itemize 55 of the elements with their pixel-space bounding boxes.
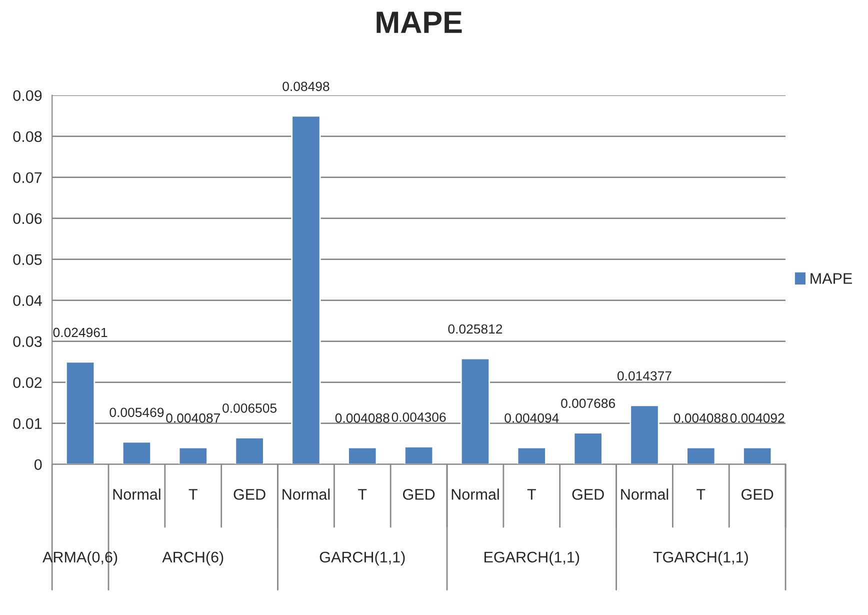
text: EGARCH(1,1)	[484, 551, 580, 566]
x-tick-label: GED	[742, 488, 774, 500]
bar	[686, 446, 716, 464]
text: ARMA(0,6)	[42, 551, 118, 566]
y-tick-label: 0.07	[13, 172, 42, 184]
x-tick-label: T	[527, 489, 536, 500]
data-label: 0.004088	[335, 413, 390, 423]
bar	[573, 432, 603, 464]
data-label: 0.025812	[448, 324, 502, 334]
y-tick-label: 0.03	[13, 336, 42, 348]
bar	[404, 446, 434, 464]
data-label: 0.004306	[392, 412, 446, 422]
y-tick-label: 0.01	[13, 418, 42, 430]
x-tick-label: Normal	[282, 488, 330, 500]
x-tick-label: Normal	[621, 488, 668, 500]
y-tick-label: 0.09	[13, 90, 42, 102]
bar	[291, 115, 321, 464]
bar	[234, 436, 264, 464]
legend-label: MAPE	[810, 273, 852, 284]
data-label: 0.004088	[674, 413, 728, 423]
data-label: 0.024961	[53, 328, 108, 338]
x-tick-label: GED	[572, 488, 604, 500]
data-label: 0.005469	[110, 408, 164, 418]
bar	[742, 446, 772, 464]
x-tick-label: T	[188, 489, 198, 500]
x-tick-label: Normal	[452, 488, 499, 500]
bar	[178, 446, 208, 464]
bar	[516, 446, 546, 464]
data-label: 0.006505	[222, 403, 277, 413]
bar	[348, 446, 378, 464]
data-label: 0.08498	[282, 82, 330, 92]
chart-title: MAPE	[376, 12, 462, 33]
x-tick-label: Normal	[113, 488, 160, 500]
text: ARCH(6)	[162, 551, 224, 566]
data-label: 0.004087	[166, 413, 220, 423]
data-label: 0.004092	[730, 413, 784, 423]
bar	[122, 441, 152, 464]
bar	[630, 404, 660, 464]
y-tick-label: 0.02	[13, 377, 42, 388]
x-tick-label: T	[696, 489, 706, 500]
data-label: 0.007686	[561, 398, 616, 408]
y-tick-label: 0.06	[13, 213, 42, 224]
y-tick-label: 0.08	[13, 131, 42, 142]
y-tick-label: 0.05	[13, 254, 42, 266]
text: GARCH(1,1)	[320, 551, 405, 566]
data-label: 0.004094	[504, 413, 559, 423]
bar	[460, 358, 490, 464]
x-tick-label: GED	[234, 488, 266, 500]
bar	[65, 361, 96, 464]
x-tick-label: GED	[403, 488, 435, 500]
y-tick-label: 0	[34, 459, 42, 470]
x-tick-label: T	[358, 489, 367, 500]
data-label: 0.014377	[617, 371, 672, 381]
text: TGARCH(1,1)	[653, 551, 748, 566]
y-tick-label: 0.04	[13, 295, 42, 306]
